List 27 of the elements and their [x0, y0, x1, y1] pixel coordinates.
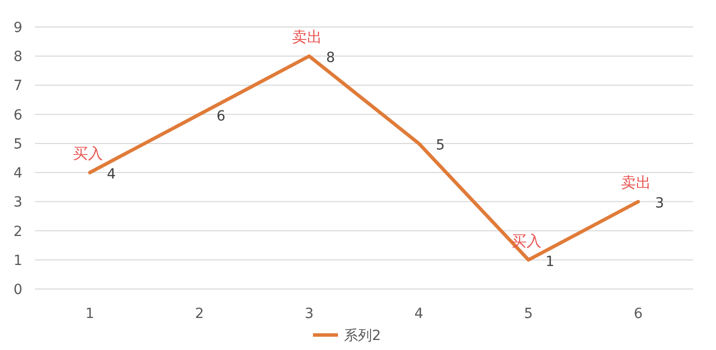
- data-label: 3: [655, 196, 664, 212]
- y-tick-label: 0: [14, 282, 22, 298]
- legend-label: 系列2: [344, 328, 381, 344]
- x-tick-label: 5: [524, 306, 533, 322]
- y-tick-label: 5: [14, 136, 22, 152]
- annotation: 卖出: [292, 28, 322, 46]
- y-tick-label: 3: [14, 194, 22, 211]
- x-tick-label: 2: [195, 306, 204, 322]
- x-tick-label: 4: [414, 306, 424, 322]
- y-tick-label: 9: [14, 20, 22, 36]
- y-tick-label: 2: [14, 224, 22, 240]
- data-label: 1: [546, 254, 554, 270]
- data-label: 8: [326, 50, 336, 66]
- x-tick-label: 1: [85, 306, 94, 322]
- y-tick-label: 6: [14, 107, 23, 124]
- annotation: 买入: [512, 232, 542, 250]
- x-tick-label: 6: [634, 306, 643, 322]
- data-label: 5: [436, 137, 445, 154]
- y-tick-label: 1: [14, 252, 22, 269]
- annotation: 买入: [72, 144, 103, 163]
- data-label: 6: [216, 108, 226, 124]
- data-label: 4: [106, 166, 116, 183]
- x-tick-label: 3: [304, 306, 314, 322]
- y-tick-label: 7: [14, 78, 22, 94]
- annotation: 卖出: [621, 174, 652, 192]
- y-tick-label: 8: [14, 49, 22, 66]
- y-tick-label: 4: [14, 166, 23, 182]
